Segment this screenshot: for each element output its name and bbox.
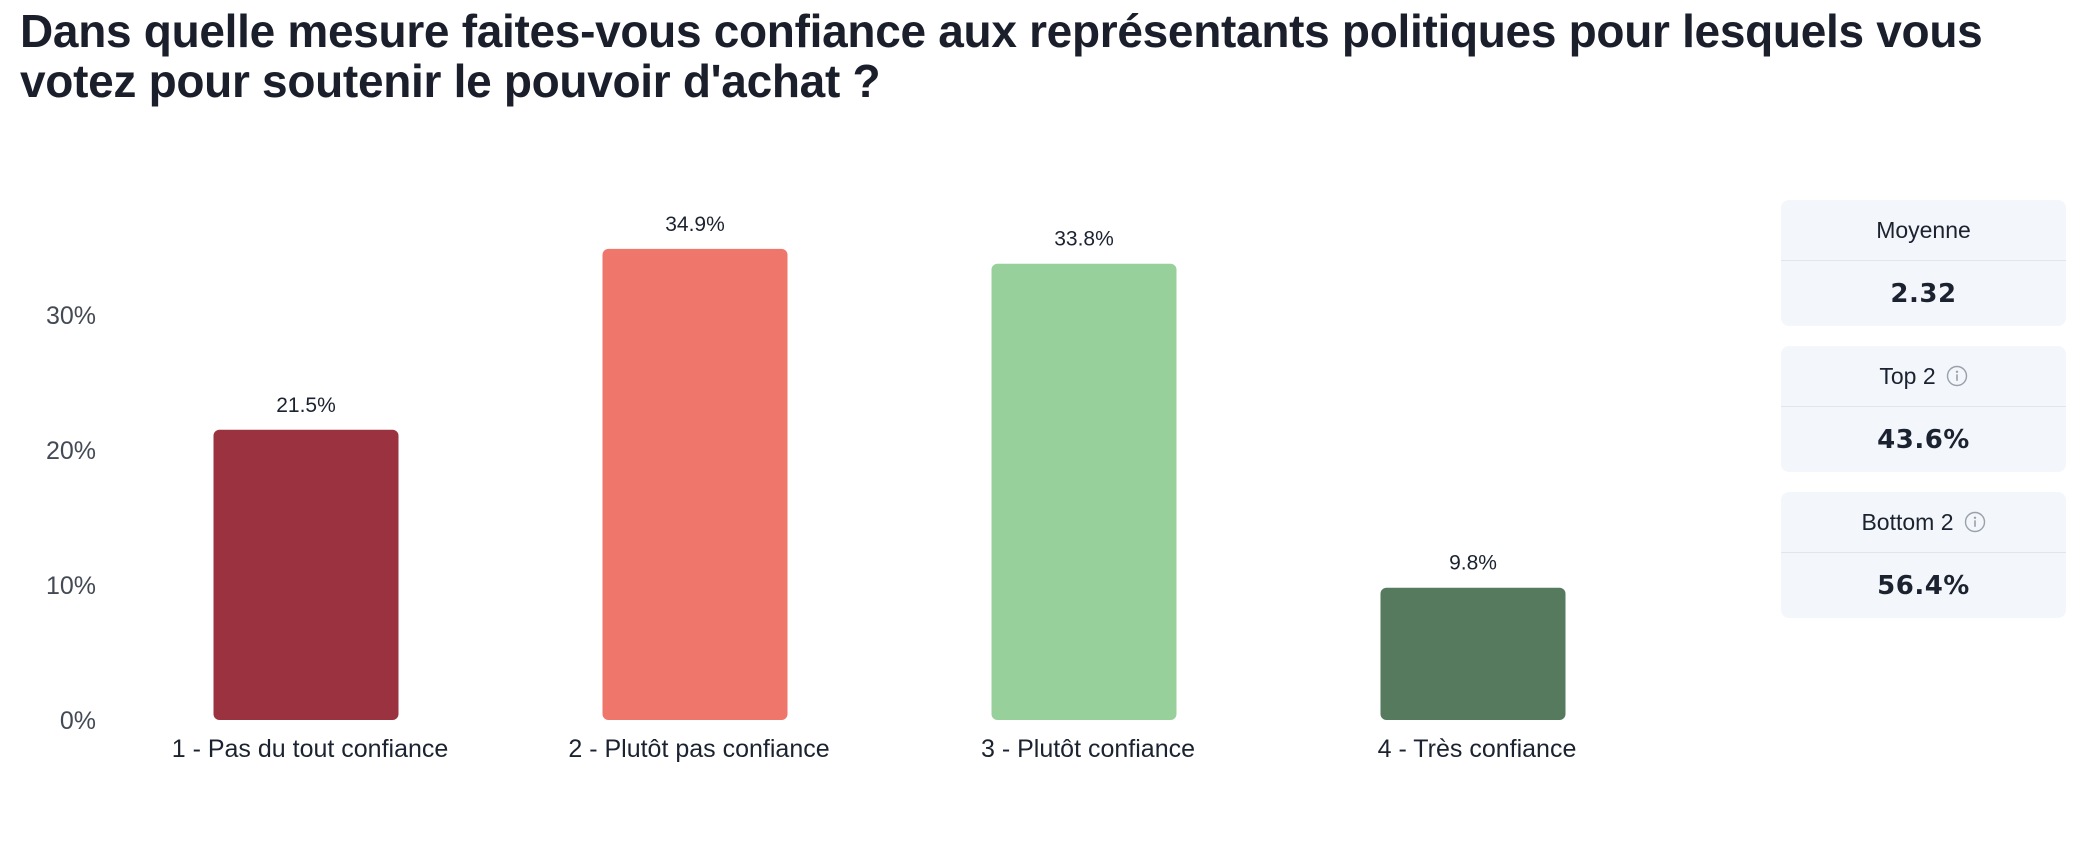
data-label: 33.8% [1054,228,1114,251]
stat-label-moyenne-text: Moyenne [1876,216,1971,243]
chart-title: Dans quelle mesure faites-vous confiance… [20,5,1983,107]
stat-value-top2: 43.6% [1877,424,1970,455]
y-tick-label: 20% [46,437,96,465]
stat-label-top2-text: Top 2 [1879,362,1936,389]
bar-chart: 0% 10% 20% 30% 21.5% 1 - Pas du tout confianc… [46,213,1577,763]
stat-card-moyenne: Moyenne 2.32 [1781,200,2066,326]
y-tick-label: 30% [46,302,96,330]
stat-label-bottom2: Bottom 2 [1781,492,2066,553]
stat-value-bottom2: 56.4% [1877,570,1970,601]
bar [602,248,788,720]
bar [213,429,399,720]
stat-label-top2: Top 2 [1781,346,2066,407]
y-tick-label: 10% [46,572,96,600]
data-label: 9.8% [1449,552,1497,575]
x-tick-label: 4 - Très confiance [1378,735,1577,763]
stat-card-top2: Top 2 43.6% [1781,346,2066,472]
stat-value-moyenne: 2.32 [1890,278,1957,309]
bar [991,263,1177,720]
x-tick-label: 3 - Plutôt confiance [981,735,1195,763]
stat-label-bottom2-text: Bottom 2 [1861,508,1954,535]
x-tick-label: 2 - Plutôt pas confiance [568,735,829,763]
y-tick-label: 0% [60,707,96,735]
stat-card-bottom2: Bottom 2 56.4% [1781,492,2066,618]
x-tick-label: 1 - Pas du tout confiance [172,735,449,763]
info-icon[interactable] [1964,511,1986,533]
data-label: 34.9% [665,213,725,236]
stat-label-moyenne: Moyenne [1781,200,2066,261]
bar [1380,587,1566,720]
info-icon[interactable] [1946,365,1968,387]
data-label: 21.5% [276,394,336,417]
